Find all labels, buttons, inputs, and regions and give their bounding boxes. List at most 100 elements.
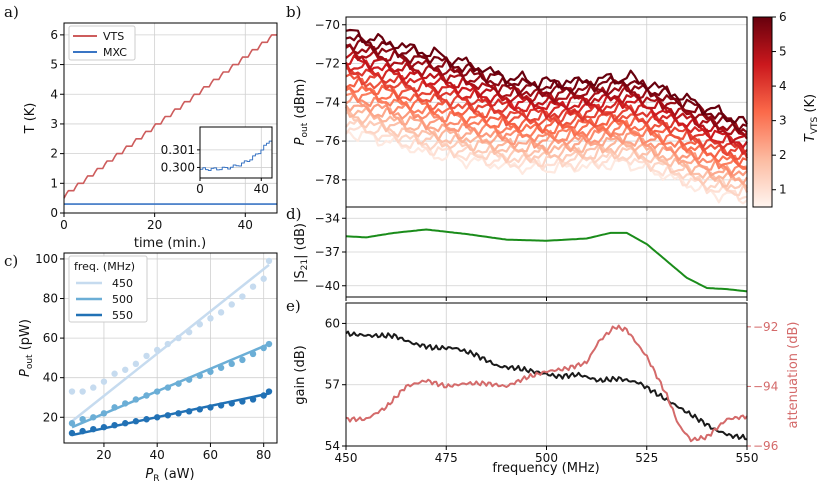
a-ticklabel-y-1: 1	[50, 176, 58, 190]
c-point-550-7	[143, 416, 150, 423]
a-legend: VTS MXC	[68, 25, 136, 61]
e-ticklabel-y-2: 60	[325, 316, 340, 330]
c-legend-label-550: 550	[112, 309, 133, 322]
c-ticklabel-y-4: 100	[35, 252, 58, 266]
colorbar-ticklabel-4: 5	[779, 45, 787, 59]
a-inset: 0 40 0.300 0.301	[161, 126, 273, 196]
c-point-550-15	[228, 400, 235, 407]
c-point-500-9	[164, 384, 172, 391]
c-point-550-9	[164, 412, 172, 419]
c-point-500-14	[217, 364, 225, 371]
a-ticklabel-x-0: 0	[60, 218, 68, 232]
c-point-450-18	[260, 275, 267, 282]
c-point-450-6	[132, 360, 140, 368]
c-point-500-7	[143, 392, 150, 399]
c-point-500-1	[79, 416, 86, 423]
b-trace-20	[345, 37, 748, 135]
b-ticklabel-y-1: −72	[315, 57, 340, 71]
c-point-500-12	[196, 372, 203, 379]
c-point-550-3	[100, 423, 108, 431]
c-point-500-11	[185, 376, 193, 383]
c-point-550-18	[260, 392, 267, 399]
c-ticklabel-y-2: 60	[43, 331, 58, 345]
e-ticklabel-x-1: 475	[435, 451, 458, 465]
c-point-450-2	[90, 384, 97, 391]
c-point-550-17	[249, 396, 257, 403]
c-point-450-12	[196, 321, 203, 328]
c-point-550-12	[196, 406, 203, 413]
c-point-500-2	[90, 414, 97, 421]
c-point-550-13	[207, 404, 214, 411]
b-trace-22	[345, 28, 748, 125]
c-point-550-5	[122, 420, 129, 427]
colorbar-ticklabel-1: 2	[779, 148, 787, 162]
c-point-550-10	[175, 410, 182, 417]
c-legend: freq. (MHz) 450 500 550	[68, 255, 148, 323]
d-ticklabel-y-2: −40	[315, 279, 340, 293]
a-ylabel: T (K)	[23, 103, 38, 135]
c-point-500-3	[100, 410, 108, 417]
c-point-550-14	[217, 402, 225, 409]
a-legend-label-vts: VTS	[103, 30, 124, 43]
a-ticklabel-y-2: 2	[50, 147, 58, 161]
e-ticklabel-x-2: 500	[535, 451, 558, 465]
panel-label-d: d)	[286, 205, 301, 223]
c-point-450-8	[153, 346, 161, 354]
c-point-500-5	[122, 400, 129, 407]
c-point-450-4	[111, 370, 118, 377]
e-ticklabel-x-0: 450	[335, 451, 358, 465]
c-point-500-6	[132, 396, 140, 403]
c-point-450-19	[265, 257, 273, 265]
c-point-550-19	[265, 388, 273, 395]
b-trace-1	[345, 124, 748, 201]
b-trace-2	[345, 118, 748, 197]
c-point-450-0	[68, 388, 76, 395]
b-trace-17	[345, 49, 748, 145]
c-point-550-8	[153, 414, 161, 421]
c-xlabel: PR (aW)	[145, 467, 194, 484]
a-ticklabel-y-5: 5	[50, 58, 58, 72]
c-point-450-15	[228, 301, 235, 308]
inset-series-mxc	[200, 135, 273, 171]
e-ylabel-right: attenuation (dB)	[786, 322, 801, 429]
c-point-500-10	[175, 380, 182, 387]
c-legend-label-500: 500	[112, 293, 133, 306]
panel-b: −70 −72 −74 −76 −78 Pout (dBm)	[293, 16, 749, 211]
panel-label-a: a)	[4, 3, 19, 21]
colorbar-ticklabel-5: 6	[779, 10, 787, 24]
c-point-500-4	[111, 404, 118, 411]
c-point-500-8	[153, 388, 161, 395]
c-legend-title: freq. (MHz)	[74, 260, 135, 273]
a-ticklabel-y-6: 6	[50, 28, 58, 42]
c-point-450-11	[185, 328, 193, 336]
c-point-450-13	[207, 315, 214, 322]
e-ticklabel-y-1: 57	[325, 378, 340, 392]
c-point-550-11	[185, 408, 193, 415]
b-ylabel: Pout (dBm)	[293, 79, 310, 146]
c-point-550-1	[79, 427, 86, 435]
e-ylabel-left: gain (dB)	[293, 345, 308, 405]
e-ticklabel-yr-0: −92	[753, 320, 778, 334]
b-trace-11	[345, 77, 748, 167]
a-ticklabel-x-1: 20	[147, 218, 162, 232]
b-trace-16	[345, 54, 748, 149]
inset-ticklabel-y-1: 0.301	[161, 143, 195, 157]
panel-d: −34 −37 −40 |S21| (dB)	[293, 206, 748, 301]
inset-ticklabel-x-1: 40	[254, 182, 269, 196]
inset-ticklabel-y-0: 0.300	[161, 160, 195, 174]
c-point-450-5	[122, 366, 129, 373]
c-point-500-0	[68, 420, 76, 427]
colorbar-ticklabel-0: 1	[779, 183, 787, 197]
c-point-500-13	[207, 368, 214, 375]
panel-a: 0 20 40 0 1 2 3 4 5 6 T (K) time (min.) VTS MXC 0…	[23, 22, 278, 251]
c-point-500-16	[239, 356, 246, 364]
d-ticklabel-y-1: −37	[315, 245, 340, 259]
b-ticklabel-y-3: −76	[315, 134, 340, 148]
e-ticklabel-y-0: 54	[325, 439, 340, 453]
c-point-500-15	[228, 360, 235, 368]
c-point-550-6	[132, 418, 140, 425]
c-point-450-16	[239, 293, 246, 300]
c-point-500-19	[265, 340, 273, 348]
e-xlabel: frequency (MHz)	[492, 461, 599, 476]
panel-e: 450 475 500 525 550 54 57 60 −92 −94 −96 gain (dB)…	[293, 302, 801, 476]
